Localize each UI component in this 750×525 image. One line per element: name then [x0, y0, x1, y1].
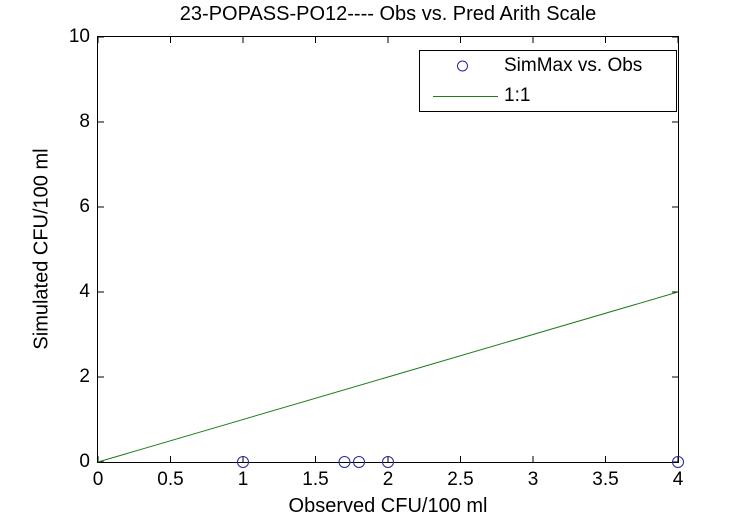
legend-item: 1:1 — [420, 81, 676, 111]
y-tick-label: 6 — [79, 196, 90, 217]
line-marker-icon — [433, 96, 498, 97]
legend: SimMax vs. Obs 1:1 — [419, 50, 677, 112]
y-axis-label: Simulated CFU/100 ml — [30, 148, 53, 350]
y-tick-label: 0 — [79, 451, 90, 472]
x-tick-label: 1.5 — [302, 469, 329, 490]
chart-canvas — [97, 36, 684, 468]
x-tick-label: 4 — [672, 469, 684, 490]
legend-marker-cell — [420, 81, 504, 111]
x-tick-label: 3 — [527, 469, 539, 490]
x-tick-label: 2.5 — [447, 469, 474, 490]
plot-area — [97, 36, 684, 468]
data-point-marker — [338, 456, 351, 468]
x-tick-label: 0.5 — [157, 469, 184, 490]
x-tick-label: 3.5 — [592, 469, 619, 490]
legend-marker-cell — [420, 51, 504, 81]
y-tick-label: 10 — [68, 26, 90, 47]
x-tick-label: 1 — [237, 469, 249, 490]
data-point-marker — [672, 456, 684, 468]
open-circle-marker-icon — [457, 60, 468, 72]
x-tick-label: 2 — [382, 469, 394, 490]
x-tick-label: 0 — [92, 469, 104, 490]
identity-line — [97, 291, 679, 463]
x-axis-label: Observed CFU/100 ml — [288, 495, 488, 517]
data-point-marker — [237, 456, 249, 468]
y-tick-label: 2 — [79, 366, 90, 387]
y-tick-label: 8 — [79, 111, 90, 132]
data-point-marker — [353, 456, 365, 468]
legend-item-label: 1:1 — [504, 85, 531, 106]
y-tick-label: 4 — [79, 281, 90, 302]
chart-title: 23-POPASS-PO12---- Obs vs. Pred Arith Sc… — [179, 3, 597, 25]
legend-item-label: SimMax vs. Obs — [504, 55, 643, 76]
data-point-marker — [382, 456, 394, 468]
legend-item: SimMax vs. Obs — [420, 51, 676, 81]
